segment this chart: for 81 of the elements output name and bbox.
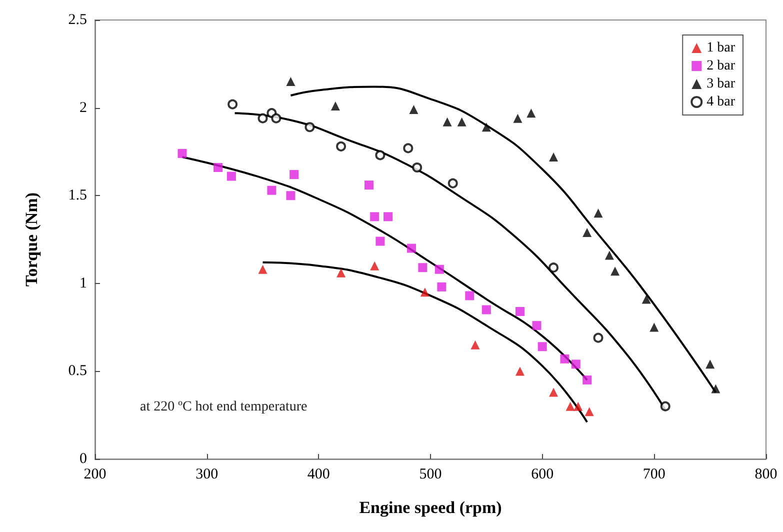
point [538, 342, 547, 352]
point [482, 305, 491, 314]
point [214, 163, 223, 172]
point [258, 264, 268, 274]
y-tick-label: 0.5 [68, 363, 87, 380]
point [532, 321, 542, 330]
point [711, 384, 720, 394]
point [258, 113, 268, 124]
point [604, 250, 614, 260]
x-tick-label: 800 [754, 466, 778, 482]
point [584, 407, 594, 416]
point [548, 262, 559, 273]
legend-label: 4 bar [706, 94, 736, 110]
point [286, 191, 296, 200]
legend-label: 2 bar [706, 58, 736, 74]
y-axis-title: Torque (Nm) [22, 192, 41, 286]
point [571, 360, 580, 369]
point [336, 141, 346, 152]
point [434, 264, 444, 274]
point [549, 152, 558, 162]
point [178, 148, 187, 158]
point [286, 76, 296, 86]
point [513, 114, 522, 123]
y-tick-label: 2.5 [68, 12, 87, 28]
x-tick-label: 700 [642, 466, 666, 482]
point [442, 117, 452, 126]
point [271, 113, 282, 124]
point [375, 150, 386, 160]
point [420, 288, 430, 297]
point [465, 291, 474, 300]
legend-label: 3 bar [706, 76, 736, 92]
point [566, 402, 575, 411]
point [418, 263, 428, 272]
point [437, 282, 446, 292]
annotation: at 220 ºC hot end temperature [140, 400, 308, 414]
y-tick-label: 2 [80, 100, 87, 116]
point [482, 122, 491, 132]
legend-label: 1 bar [706, 40, 736, 56]
y-tick-label: 1.5 [68, 188, 87, 204]
point [267, 186, 276, 195]
point [706, 360, 715, 369]
point [582, 375, 592, 384]
point [304, 122, 315, 132]
point [660, 401, 670, 412]
y-tick-label: 1 [80, 275, 87, 292]
point [593, 332, 604, 343]
x-tick-label: 600 [531, 466, 554, 482]
point [370, 261, 380, 270]
point [515, 306, 524, 316]
x-tick-label: 200 [84, 466, 106, 482]
point [610, 266, 620, 276]
point [384, 212, 393, 222]
point [370, 212, 380, 222]
point [549, 388, 558, 397]
point [448, 178, 458, 188]
point [457, 117, 466, 126]
point [364, 180, 374, 190]
point [470, 340, 480, 350]
point [526, 108, 536, 118]
point [574, 402, 583, 411]
point [650, 322, 659, 332]
point [290, 170, 299, 180]
x-tick-label: 300 [196, 466, 218, 482]
point [376, 236, 385, 246]
point [330, 102, 340, 111]
point [406, 244, 416, 253]
point [336, 268, 346, 278]
point [412, 162, 422, 172]
point [582, 228, 592, 237]
point [226, 172, 236, 181]
point [515, 366, 524, 376]
point [403, 143, 414, 154]
x-tick-label: 400 [307, 466, 330, 482]
point [409, 105, 418, 114]
y-tick-label: 0 [80, 451, 87, 467]
x-axis-title: Engine speed (rpm) [359, 498, 502, 517]
point [642, 294, 651, 304]
point [594, 208, 603, 218]
point [228, 99, 238, 110]
point [560, 354, 570, 364]
x-tick-label: 500 [419, 466, 442, 482]
